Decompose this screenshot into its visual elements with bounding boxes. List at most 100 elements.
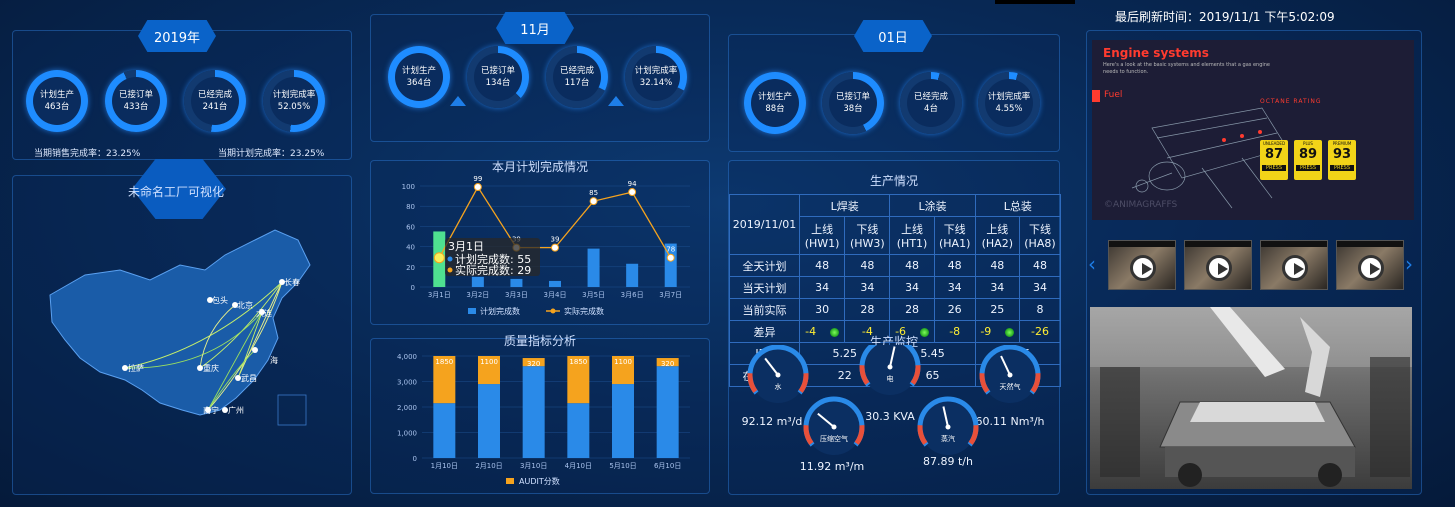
table-cell: 48 bbox=[1018, 254, 1062, 277]
bar-label: 1100 bbox=[480, 358, 498, 366]
status-dot bbox=[1005, 327, 1015, 337]
actual-point[interactable] bbox=[473, 183, 482, 192]
table-cell: 28 bbox=[889, 298, 935, 321]
actual-point[interactable] bbox=[628, 188, 637, 197]
ring-label: 已接订单 bbox=[118, 90, 153, 100]
octane-grade: PLUS bbox=[1303, 141, 1313, 146]
ring-label: 计划完成率 bbox=[987, 92, 1031, 102]
table-cell: 34 bbox=[798, 276, 846, 299]
bar-label: 1850 bbox=[569, 358, 587, 366]
city-label-3: 长春 bbox=[284, 277, 300, 287]
map-title: 未命名工厂可视化 bbox=[128, 185, 225, 199]
flight-lines bbox=[124, 281, 283, 411]
octane-press: PRESS bbox=[1262, 165, 1286, 171]
play-icon[interactable] bbox=[1130, 255, 1156, 281]
octane-press: PRESS bbox=[1330, 165, 1354, 171]
gauge-3: 压缩空气 11.92 m³/m bbox=[800, 396, 865, 473]
ring-label: 计划完成率 bbox=[272, 90, 316, 100]
actual-point[interactable] bbox=[433, 252, 445, 264]
cell-value: -26 bbox=[1030, 325, 1049, 338]
legend-actual[interactable]: 实际完成数 bbox=[564, 306, 604, 316]
plan-chart: 0 20 40 60 80 100 3月1日 3月2日 3月3日 3月4日 3月5日 3月6日 3月7日… bbox=[402, 175, 690, 316]
video-thumbnail[interactable] bbox=[1184, 240, 1252, 290]
cell-value: 34 bbox=[1032, 281, 1047, 294]
gauge-0: 水 92.12 m³/d bbox=[742, 345, 809, 428]
video-thumbnail[interactable] bbox=[1336, 240, 1404, 290]
tooltip-plan: 计划完成数: 55 bbox=[455, 252, 531, 266]
ring-text: 已经完成 117台 bbox=[553, 53, 601, 101]
quality-bar-base bbox=[567, 403, 590, 458]
play-icon[interactable] bbox=[1206, 255, 1232, 281]
x-tick-label: 3月1日 bbox=[428, 291, 451, 299]
ring-value: 4台 bbox=[924, 104, 938, 114]
legend-plan-swatch bbox=[468, 308, 476, 314]
actual-point[interactable] bbox=[589, 197, 598, 206]
y-tick-label: 100 bbox=[402, 183, 415, 191]
ring-text: 已接订单 38台 bbox=[829, 79, 877, 127]
gauge-name: 压缩空气 bbox=[820, 434, 848, 443]
city-label-9: 广州 bbox=[228, 405, 244, 415]
table-cell: 28 bbox=[844, 298, 891, 321]
ring-text: 计划完成率 32.14% bbox=[632, 53, 680, 101]
legend-audit[interactable]: AUDIT分数 bbox=[519, 476, 560, 486]
ring-value: 52.05% bbox=[277, 102, 311, 112]
thumbs-next-arrow[interactable]: › bbox=[1405, 252, 1413, 276]
x-tick-label: 3月6日 bbox=[621, 291, 644, 299]
table-row: 当前实际 30 28 28 26 25 8 bbox=[729, 298, 1062, 321]
legend-audit-swatch bbox=[506, 478, 514, 484]
video-thumbnail[interactable] bbox=[1260, 240, 1328, 290]
actual-point[interactable] bbox=[551, 243, 559, 252]
gauge-value: 30.3 KVA bbox=[865, 410, 915, 423]
gauge-1: 电 30.3 KVA bbox=[859, 345, 921, 423]
video-thumbnail[interactable] bbox=[1108, 240, 1176, 290]
table-cell: 48 bbox=[974, 254, 1020, 277]
city-label-6: 重庆 bbox=[203, 363, 219, 373]
gauge-name: 电 bbox=[887, 374, 894, 383]
factory-photo bbox=[1090, 307, 1412, 489]
gauge-2: 天然气 60.11 Nm³/h bbox=[975, 345, 1045, 428]
quality-bar-base bbox=[612, 384, 634, 458]
bar-label: 320 bbox=[527, 360, 540, 368]
gauge-needle bbox=[942, 406, 949, 428]
gauge-hub bbox=[887, 364, 893, 370]
plan-bar bbox=[510, 278, 523, 287]
x-tick-label: 3月3日 bbox=[505, 291, 528, 299]
plan-chart-title: 本月计划完成情况 bbox=[491, 160, 588, 174]
octane-value: 87 bbox=[1264, 147, 1284, 162]
actual-point[interactable] bbox=[666, 253, 675, 262]
row-label: 差异 bbox=[729, 320, 800, 343]
point-label: 99 bbox=[473, 175, 482, 183]
gauge-value: 87.89 t/h bbox=[923, 455, 973, 468]
gauge-hub bbox=[1007, 372, 1013, 378]
play-icon[interactable] bbox=[1358, 255, 1384, 281]
prod-col-0: 上线 (HW1) bbox=[798, 216, 846, 255]
gauge-value: 11.92 m³/m bbox=[800, 460, 865, 473]
thumbs-prev-arrow[interactable]: ‹ bbox=[1088, 252, 1096, 276]
x-tick-label: 2月10日 bbox=[475, 462, 502, 470]
gauge-danger-arc bbox=[910, 365, 921, 385]
tooltip-actual: 实际完成数: 29 bbox=[455, 263, 531, 277]
gauge-value: 92.12 m³/d bbox=[742, 415, 803, 428]
legend-plan[interactable]: 计划完成数 bbox=[480, 306, 520, 316]
play-icon[interactable] bbox=[1282, 255, 1308, 281]
top-black-bar bbox=[995, 0, 1075, 4]
city-label-7: 武昌 bbox=[241, 373, 257, 383]
cell-value: 48 bbox=[947, 259, 962, 272]
month-panel-ring-1: 已接订单 134台 bbox=[467, 46, 529, 108]
y-tick-label: 1,000 bbox=[397, 430, 417, 438]
x-tick-label: 3月7日 bbox=[659, 291, 682, 299]
tooltip-date: 3月1日 bbox=[448, 240, 484, 253]
sales-rate: 当期销售完成率：23.25% bbox=[34, 149, 141, 159]
gauge-needle bbox=[764, 357, 779, 376]
cell-value: -4 bbox=[805, 325, 817, 338]
gauge-value: 60.11 Nm³/h bbox=[975, 415, 1044, 428]
ring-label: 计划生产 bbox=[757, 92, 792, 102]
row-label: 当天计划 bbox=[729, 276, 800, 299]
cell-value: 34 bbox=[947, 281, 962, 294]
ring-text: 已经完成 241台 bbox=[191, 77, 239, 125]
city-dots bbox=[122, 279, 285, 413]
y-tick-label: 2,000 bbox=[397, 404, 417, 412]
city-labels: 包头 北京 大连 长春 海 拉萨 重庆 武昌 南宁 广州 bbox=[128, 277, 300, 415]
ring-label: 已经完成 bbox=[913, 92, 948, 102]
cell-value: 8 bbox=[1036, 303, 1044, 316]
